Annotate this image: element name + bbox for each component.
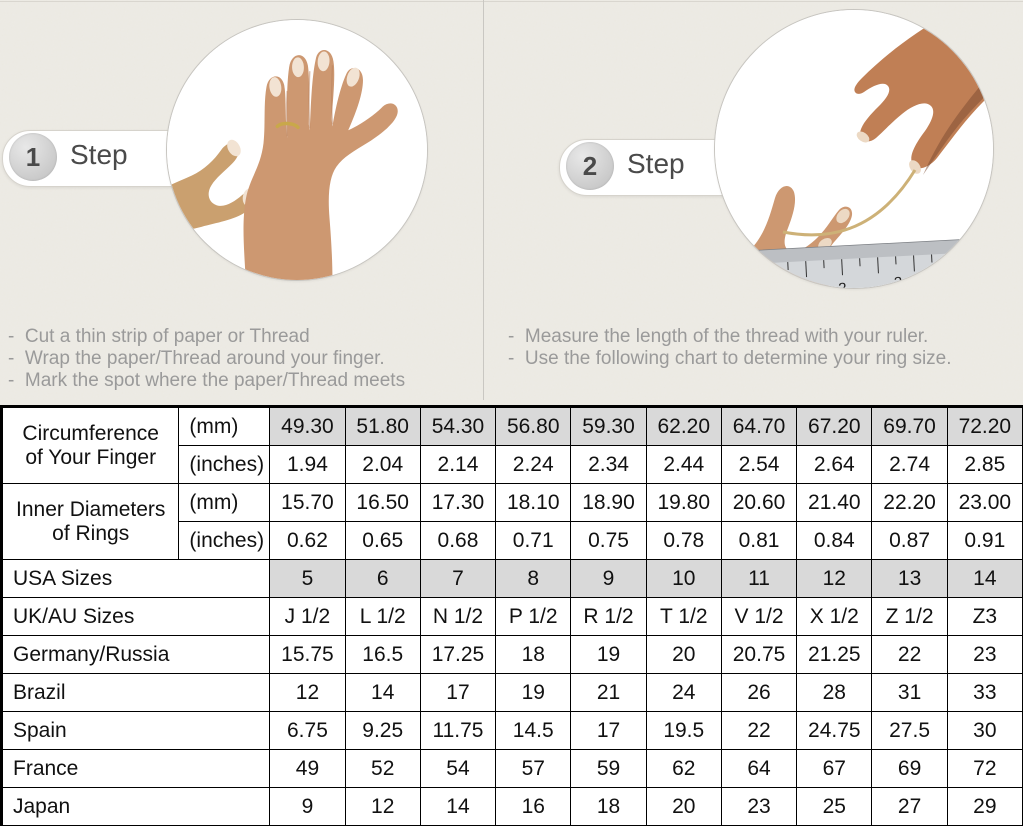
svg-text:2: 2 <box>838 280 847 288</box>
svg-text:3: 3 <box>894 274 903 288</box>
svg-text:1: 1 <box>784 280 793 288</box>
